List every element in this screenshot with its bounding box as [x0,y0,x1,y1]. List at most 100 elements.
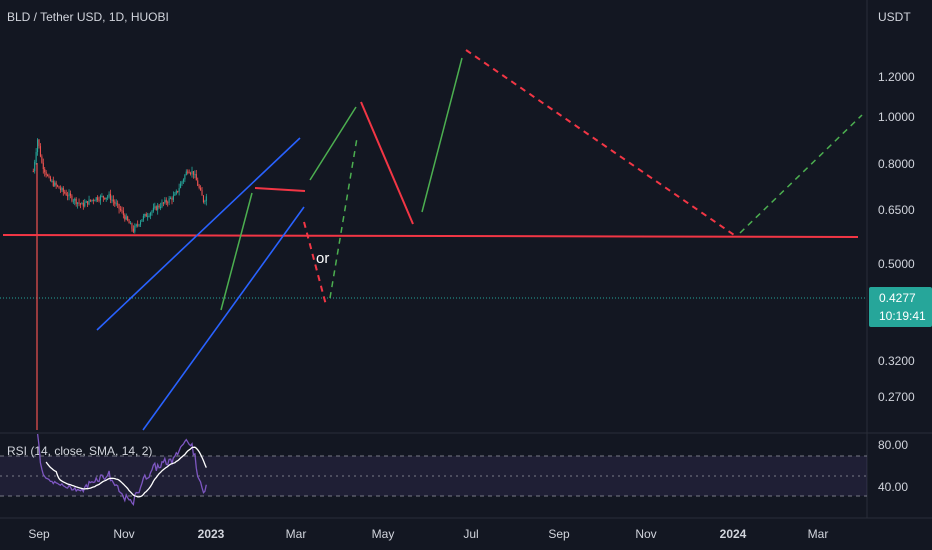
candle-body [164,199,166,203]
candle-body [124,215,126,220]
candle-body [44,169,46,172]
rsi-ma-line [45,446,207,498]
projection-up-leg[interactable] [309,106,357,181]
rsi-panel[interactable]: RSI (14, close, SMA, 14, 2) 80.00 40.00 [0,433,908,506]
or-annotation: or [316,250,329,267]
channel-upper-line[interactable] [96,137,301,331]
candle-body [184,175,186,180]
candle-body [200,187,202,191]
candle-body [139,221,142,225]
candle-body [41,156,43,163]
candle-body [151,210,153,213]
candle-body [77,202,79,204]
time-tick: May [372,527,395,541]
candle-body [114,201,116,204]
rsi-tick: 80.00 [878,438,908,452]
candle-body [190,173,192,175]
candle-body [192,171,194,175]
candle-body [37,139,39,153]
candle-body [171,198,173,200]
candle-body [109,193,112,200]
candle-body [172,195,174,200]
price-axis-ticks[interactable]: 1.2000 1.0000 0.8000 0.6500 0.5000 0.320… [878,70,915,404]
projection-flat-leg[interactable] [254,187,306,192]
projection-up-leg[interactable] [220,192,253,311]
time-tick: Mar [286,527,307,541]
candle-body [105,197,107,200]
candle-body [38,139,40,147]
last-price-value: 0.4277 [879,291,916,305]
candle-body [58,186,60,189]
projection-down-leg[interactable] [360,101,414,225]
candle-body [145,214,147,217]
candle-body [69,193,72,196]
price-tick: 0.8000 [878,157,915,171]
candle-body [142,215,144,220]
candle-body [188,172,190,174]
price-tick: 1.2000 [878,70,915,84]
price-tick: 0.5000 [878,257,915,271]
candle-body [115,203,117,205]
candle-body [51,180,53,182]
price-tick: 0.6500 [878,203,915,217]
candle-body [107,196,109,198]
candle-body [78,202,80,204]
candle-body [102,195,104,198]
channel-lower-line[interactable] [142,206,305,431]
bar-countdown: 10:19:41 [879,309,926,323]
candle-body [92,199,94,201]
candle-body [204,200,206,202]
candle-body [158,205,160,208]
candle-body [47,174,49,176]
time-tick: Sep [548,527,570,541]
candle-body [157,205,159,211]
support-line[interactable] [2,234,859,238]
price-tick: 0.3200 [878,354,915,368]
candle-body [181,181,183,184]
time-tick: Mar [808,527,829,541]
candle-body [59,188,61,190]
candle-body [97,197,99,201]
projection-up-leg[interactable] [421,57,463,213]
candle-body [42,162,44,170]
candle-body [182,179,184,182]
candle-body [127,216,129,221]
candle-body [138,224,140,226]
candle-body [202,195,204,202]
candle-body [185,171,187,176]
candle-body [95,197,97,201]
candle-body [34,161,36,172]
candle-body [91,199,93,201]
candle-body [168,198,170,203]
alternative-up-dashed[interactable] [329,137,358,299]
candle-body [134,226,136,232]
candle-body [99,196,102,201]
trend-drawings[interactable]: or [2,49,863,431]
price-tick: 0.2700 [878,390,915,404]
candle-body [104,197,106,200]
candle-body [121,209,123,212]
candle-body [132,228,134,232]
candle-body [137,224,139,226]
candle-body [147,216,149,218]
candle-body [49,177,51,181]
candle-body [117,203,119,205]
candle-body [64,191,66,194]
candle-body [201,190,203,196]
candle-body [79,203,82,205]
candle-body [155,206,157,211]
candle-body [71,195,73,201]
candle-body [141,219,143,222]
candle-body [39,146,41,157]
candle-body [88,199,90,205]
alternative-down-dashed[interactable] [303,221,327,306]
candle-body [62,188,64,192]
candle-body [165,199,167,203]
time-axis[interactable]: Sep Nov 2023 Mar May Jul Sep Nov 2024 Ma… [28,527,828,541]
price-tick: 1.0000 [878,110,915,124]
candle-body [108,193,110,197]
candle-body [162,202,164,204]
candle-body [55,182,57,186]
candle-body [178,188,180,192]
